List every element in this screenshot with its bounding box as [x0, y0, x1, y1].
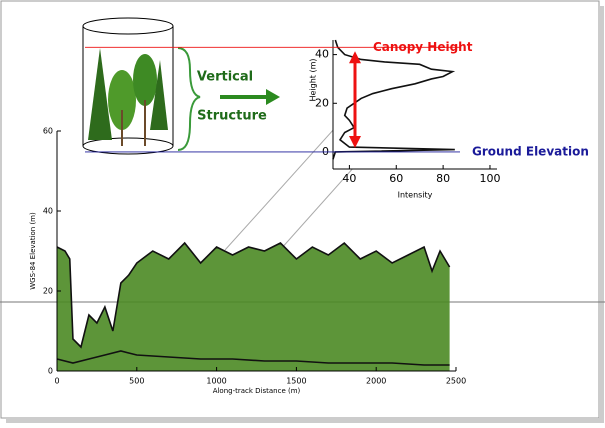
y-tick-label: 0	[322, 145, 329, 158]
y-axis-label: WGS-84 Elevation (m)	[29, 212, 37, 290]
x-tick-label: 1500	[286, 377, 306, 386]
y-tick-label: 40	[315, 48, 329, 61]
y-tick-label: 20	[43, 287, 53, 296]
x-tick-label: 40	[342, 172, 356, 185]
series-line	[332, 39, 456, 160]
arrow-head	[349, 51, 361, 64]
x-axis-label: Along-track Distance (m)	[213, 387, 301, 395]
y-tick-label: 40	[43, 207, 53, 216]
x-axis-label: Intensity	[398, 191, 433, 200]
illustration-label: Structure	[197, 109, 267, 124]
x-tick-label: 0	[54, 377, 59, 386]
x-tick-label: 2500	[446, 377, 466, 386]
canopy-area	[57, 243, 450, 371]
x-tick-label: 80	[436, 172, 450, 185]
annotation: Ground Elevation	[472, 144, 589, 158]
x-tick-label: 500	[129, 377, 144, 386]
series-line	[56, 241, 451, 349]
y-axis-label: Height (m)	[309, 58, 318, 101]
illustration-label: Vertical	[197, 70, 253, 85]
y-tick-label: 60	[43, 127, 53, 136]
shadow	[599, 6, 604, 421]
annotation: Canopy Height	[373, 40, 473, 54]
x-tick-label: 60	[389, 172, 403, 185]
y-tick-label: 0	[48, 367, 53, 376]
y-tick-label: 20	[315, 96, 329, 109]
x-tick-label: 100	[479, 172, 500, 185]
x-tick-label: 1000	[206, 377, 226, 386]
shadow	[6, 418, 604, 423]
x-tick-label: 2000	[366, 377, 386, 386]
series-line	[56, 350, 450, 366]
arrow-head	[349, 135, 361, 148]
forest-illustration	[82, 17, 280, 155]
